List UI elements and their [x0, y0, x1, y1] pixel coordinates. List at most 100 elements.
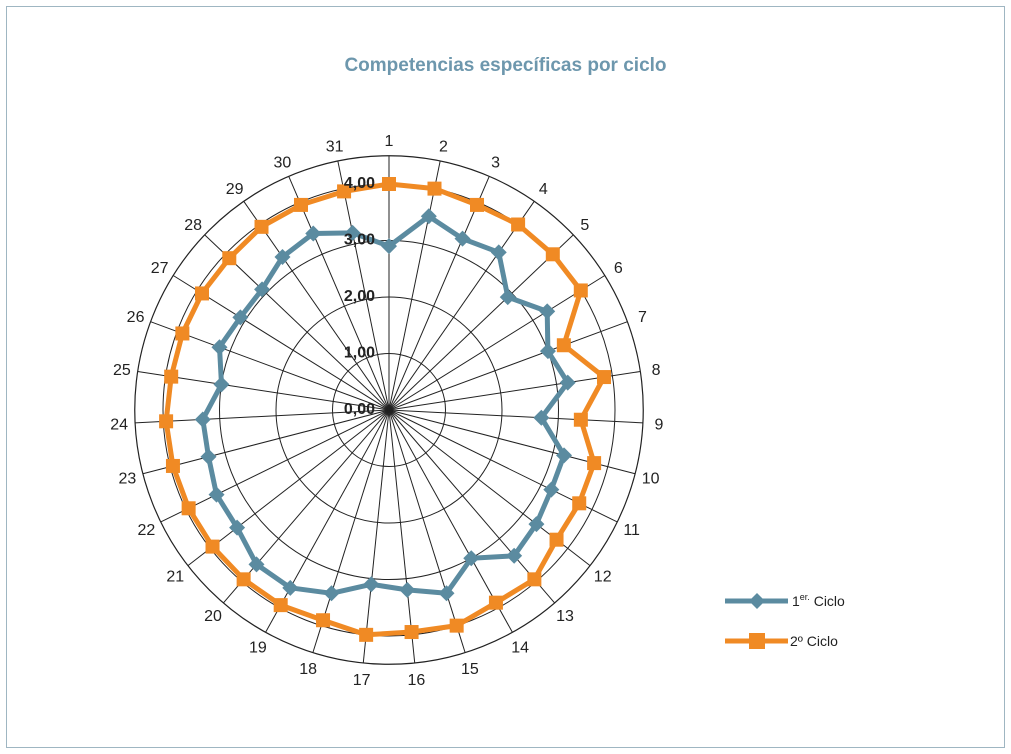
grid-spoke	[388, 176, 490, 411]
series-marker-2	[164, 369, 179, 384]
series-marker-1	[254, 281, 271, 298]
grid-spoke	[388, 234, 574, 411]
series-marker-1	[556, 447, 573, 464]
category-label: 26	[127, 309, 145, 326]
tick-label: 0,00	[344, 401, 375, 418]
series-marker-1	[194, 411, 211, 428]
series-marker-1	[305, 225, 322, 242]
category-label: 20	[204, 608, 222, 625]
category-label: 11	[623, 522, 640, 539]
series-marker-1	[533, 409, 550, 426]
category-label: 28	[184, 217, 202, 234]
series-marker-2	[427, 181, 442, 196]
category-label: 4	[539, 181, 548, 198]
grid-spoke	[388, 321, 628, 411]
category-label: 30	[274, 155, 292, 172]
series-marker-2	[359, 627, 374, 642]
series-marker-2	[488, 595, 503, 610]
category-label: 9	[654, 417, 663, 434]
series-marker-2	[181, 501, 196, 516]
legend-marker-series2	[749, 633, 765, 649]
series-marker-2	[165, 458, 180, 473]
tick-label: 1,00	[344, 345, 375, 362]
series-marker-1	[543, 481, 560, 498]
series-marker-1	[490, 244, 507, 261]
series-marker-1	[282, 579, 299, 596]
series-marker-1	[381, 238, 397, 255]
grid-spoke	[388, 275, 606, 411]
series-marker-1	[420, 208, 437, 225]
series-marker-2	[236, 572, 251, 587]
grid-spoke	[288, 176, 390, 411]
grid-spoke	[223, 409, 390, 604]
series-marker-1	[323, 585, 340, 602]
legend-label-series2: 2º Ciclo	[790, 633, 838, 649]
series-marker-2	[527, 572, 542, 587]
category-label: 7	[638, 309, 647, 326]
radar-category-labels: 1 234567891011121314151617181920212223242…	[110, 133, 663, 689]
category-label: 3	[491, 155, 500, 172]
series-marker-1	[211, 339, 228, 356]
category-label: 13	[556, 608, 574, 625]
series-marker-1	[344, 224, 361, 241]
series-marker-1	[274, 248, 291, 265]
series-marker-2	[549, 532, 564, 547]
radar-tick-labels: 0,00 1,00 2,00 3,00 4,00	[344, 175, 375, 418]
category-label: 2	[439, 138, 448, 155]
category-label: 18	[299, 661, 317, 678]
tick-label: 3,00	[344, 232, 375, 249]
grid-spoke	[172, 275, 390, 411]
series-marker-2	[316, 613, 331, 628]
grid-spoke	[388, 201, 535, 411]
radar-series	[159, 177, 612, 642]
series-marker-2	[572, 496, 587, 511]
series-marker-1	[499, 289, 516, 306]
grid-spoke	[137, 371, 390, 411]
category-label: 25	[113, 362, 131, 379]
series-marker-1	[438, 585, 455, 602]
tick-label: 2,00	[344, 288, 375, 305]
series-marker-2	[293, 197, 308, 212]
grid-spoke	[388, 409, 555, 604]
category-label: 5	[580, 217, 589, 234]
category-label: 29	[226, 181, 244, 198]
series-marker-1	[200, 448, 217, 465]
grid-spoke	[142, 409, 390, 475]
series-marker-2	[573, 283, 588, 298]
series-marker-1	[213, 376, 230, 393]
category-label: 16	[407, 672, 425, 689]
category-label: 12	[594, 568, 612, 585]
grid-spoke	[150, 321, 390, 411]
series-marker-2	[470, 197, 485, 212]
category-label: 24	[110, 417, 128, 434]
series-marker-2	[587, 456, 602, 471]
series-marker-2	[545, 247, 560, 262]
series-marker-2	[273, 598, 288, 613]
category-label: 22	[137, 522, 155, 539]
legend-marker-series1	[749, 593, 765, 609]
series-marker-2	[222, 251, 237, 266]
grid-spoke	[388, 409, 643, 424]
series-marker-2	[573, 412, 588, 427]
series-marker-2	[175, 326, 190, 341]
series-marker-2	[511, 217, 526, 232]
grid-spoke	[388, 409, 466, 653]
category-label: 8	[652, 362, 661, 379]
series-marker-1	[528, 516, 545, 533]
chart-legend: 1er. Ciclo 2º Ciclo	[725, 592, 845, 649]
series-marker-1	[363, 576, 380, 593]
series-marker-2	[195, 286, 210, 301]
series-marker-2	[404, 625, 419, 640]
category-label: 21	[166, 568, 184, 585]
category-label: 23	[118, 471, 136, 488]
series-marker-1	[539, 303, 556, 320]
series-marker-2	[597, 370, 612, 385]
category-label: 1	[385, 133, 394, 150]
series-marker-2	[337, 184, 352, 199]
series-marker-1	[463, 550, 480, 567]
grid-spoke	[265, 409, 390, 633]
grid-spoke	[160, 409, 390, 523]
category-label: 27	[151, 260, 169, 277]
chart-title: Competencias específicas por ciclo	[344, 55, 667, 76]
